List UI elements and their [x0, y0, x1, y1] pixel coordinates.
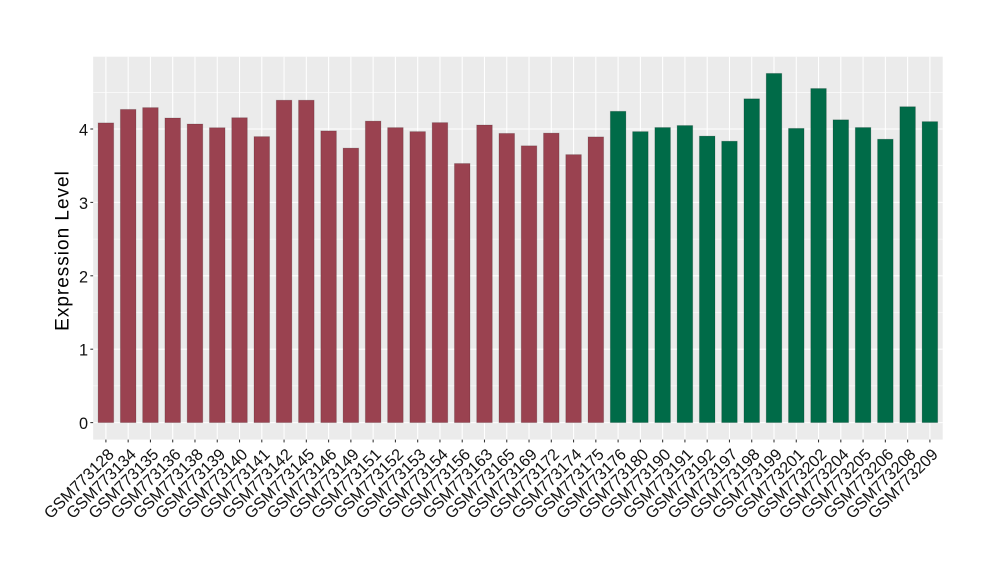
svg-text:Expression Level: Expression Level — [53, 170, 74, 331]
svg-text:2: 2 — [79, 268, 88, 286]
svg-text:4: 4 — [79, 122, 88, 140]
svg-text:1: 1 — [79, 342, 88, 360]
svg-text:3: 3 — [79, 195, 88, 213]
svg-text:0: 0 — [79, 415, 88, 433]
